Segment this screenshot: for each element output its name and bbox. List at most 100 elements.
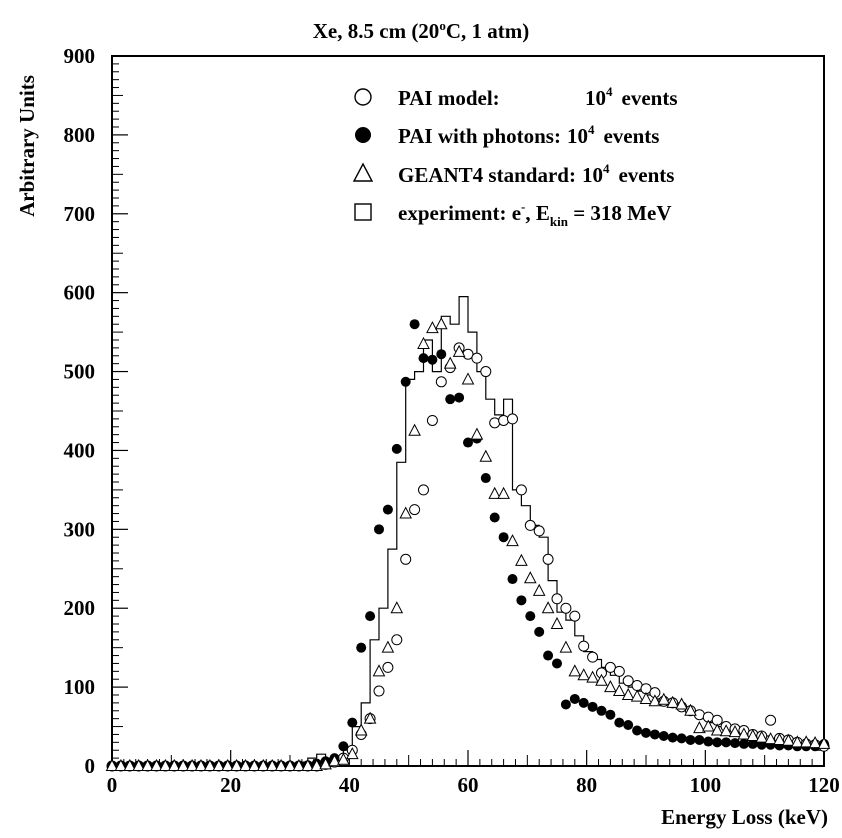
pai-model-point (524, 519, 536, 531)
legend-count-exp: 4 (588, 122, 595, 137)
geant4-point (639, 691, 653, 704)
geant4-point (159, 758, 172, 771)
legend-count-unit: events (603, 124, 659, 148)
legend-count-exp: 4 (606, 84, 613, 99)
pai-photons-point (463, 437, 473, 448)
legend-count-base: 10 (582, 163, 603, 187)
pai-model-point (560, 602, 572, 614)
x-axis-ticks: 0 20 40 60 80 100 120 (107, 750, 840, 797)
pai-model-point (622, 675, 634, 687)
legend-marker-open-triangle (352, 162, 374, 182)
geant4-point (221, 758, 235, 771)
pai-photons-point (525, 611, 536, 622)
geant4-point (719, 724, 733, 737)
pai-photons-point (454, 392, 465, 403)
pai-model-point (480, 366, 492, 378)
geant4-point (559, 640, 573, 653)
y-tick-label: 0 (85, 754, 96, 778)
geant4-point (256, 758, 270, 771)
pai-photons-point (721, 737, 732, 748)
legend-kin-sub: kin (550, 214, 569, 229)
geant4-point (506, 534, 519, 547)
y-tick-label: 200 (64, 596, 96, 620)
pai-photons-point (507, 574, 518, 585)
geant4-point (764, 732, 777, 745)
legend-energy-prefix: , E (525, 201, 550, 225)
legend-count-base: 10 (585, 86, 606, 110)
legend-marker-filled-circle (355, 127, 371, 143)
geant4-point (550, 616, 564, 629)
pai-photons-point (489, 512, 500, 523)
geant4-point (132, 758, 146, 771)
geant4-point (399, 506, 413, 519)
geant4-point (123, 758, 137, 771)
y-axis-label: Arbitrary Units (15, 75, 39, 217)
legend-marker-open-square (354, 203, 372, 221)
pai-model-point (426, 414, 438, 426)
pai-photons-point (623, 719, 634, 730)
chart-title: Xe, 8.5 cm (20oC, 1 atm) (313, 18, 529, 43)
legend-electron-sup: - (521, 199, 525, 214)
pai-photons-point (605, 709, 616, 720)
legend-item-geant4: GEANT4 standard: 104 events (352, 161, 674, 187)
legend-label-experiment: experiment: e (398, 201, 521, 225)
pai-model-point (587, 651, 599, 663)
pai-photons-point (649, 729, 660, 740)
pai-photons-point (641, 727, 651, 738)
pai-photons-point (382, 504, 393, 515)
legend-label-geant4: GEANT4 standard: (398, 163, 576, 187)
geant4-point (292, 758, 306, 771)
pai-photons-point (400, 376, 411, 387)
geant4-point (248, 758, 261, 771)
geant4-point (426, 321, 439, 334)
pai-model-point (498, 414, 510, 426)
pai-photons-point (712, 737, 723, 748)
y-tick-label: 100 (64, 675, 96, 699)
geant4-point (532, 583, 546, 596)
series-markers (105, 317, 831, 772)
geant4-point (283, 758, 297, 771)
pai-photons-point (347, 717, 358, 728)
geant4-point (105, 758, 119, 771)
pai-photons-point (667, 732, 678, 743)
pai-model-point (418, 484, 429, 496)
geant4-point (773, 732, 786, 745)
geant4-point (417, 336, 430, 349)
geant4-point (328, 754, 341, 767)
pai-photons-point (658, 731, 669, 742)
pai-photons-point (560, 699, 571, 710)
pai-photons-point (356, 642, 367, 653)
geant4-point (790, 735, 804, 748)
pai-photons-point (338, 741, 349, 752)
geant4-point (488, 486, 502, 499)
legend-energy-value: = 318 MeV (568, 201, 672, 225)
geant4-point (675, 697, 688, 710)
geant4-point (150, 758, 163, 771)
geant4-point (808, 736, 822, 749)
geant4-point (230, 758, 243, 771)
geant4-point (782, 733, 795, 746)
pai-model-point (400, 553, 412, 565)
pai-model-point (578, 640, 590, 652)
chart-title-prefix: Xe, 8.5 cm (20 (313, 19, 440, 43)
y-tick-label: 800 (64, 123, 96, 147)
y-axis-ticks: 0 100 200 300 400 500 600 700 800 900 (64, 44, 128, 778)
geant4-point (666, 695, 680, 708)
geant4-point (461, 372, 475, 385)
pai-model-point (382, 661, 394, 673)
y-tick-label: 600 (64, 281, 96, 305)
geant4-point (470, 427, 484, 440)
legend-label-pai-model: PAI model: (398, 86, 500, 110)
pai-photons-point (543, 650, 554, 661)
geant4-point (799, 735, 813, 748)
geant4-point (817, 736, 831, 749)
geant4-point (604, 680, 617, 693)
pai-model-point (765, 714, 777, 726)
geant4-point (354, 723, 368, 736)
geant4-point (319, 757, 332, 770)
pai-photons-point (391, 443, 402, 454)
geant4-point (648, 694, 662, 707)
